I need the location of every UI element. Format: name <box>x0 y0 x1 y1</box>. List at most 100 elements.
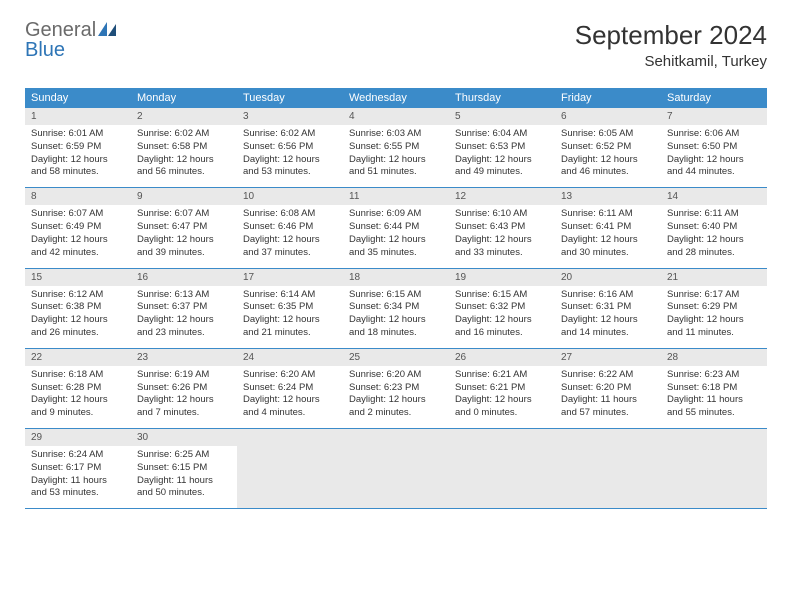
sunset-text: Sunset: 6:58 PM <box>137 141 231 154</box>
sunrise-text: Sunrise: 6:12 AM <box>31 289 125 302</box>
daylight-line2: and 46 minutes. <box>561 166 655 179</box>
day-cell: 26Sunrise: 6:21 AMSunset: 6:21 PMDayligh… <box>449 348 555 428</box>
daylight-line2: and 42 minutes. <box>31 247 125 260</box>
sunrise-text: Sunrise: 6:15 AM <box>349 289 443 302</box>
day-body: Sunrise: 6:04 AMSunset: 6:53 PMDaylight:… <box>449 125 555 187</box>
day-body: Sunrise: 6:10 AMSunset: 6:43 PMDaylight:… <box>449 205 555 267</box>
brand-line1: General <box>25 20 96 40</box>
daylight-line1: Daylight: 12 hours <box>455 394 549 407</box>
daylight-line2: and 7 minutes. <box>137 407 231 420</box>
day-body: Sunrise: 6:09 AMSunset: 6:44 PMDaylight:… <box>343 205 449 267</box>
day-body: Sunrise: 6:17 AMSunset: 6:29 PMDaylight:… <box>661 286 767 348</box>
day-number: 17 <box>237 269 343 286</box>
day-body: Sunrise: 6:19 AMSunset: 6:26 PMDaylight:… <box>131 366 237 428</box>
week-row: 29Sunrise: 6:24 AMSunset: 6:17 PMDayligh… <box>25 429 767 509</box>
daylight-line2: and 37 minutes. <box>243 247 337 260</box>
daylight-line2: and 49 minutes. <box>455 166 549 179</box>
sunset-text: Sunset: 6:47 PM <box>137 221 231 234</box>
sunrise-text: Sunrise: 6:13 AM <box>137 289 231 302</box>
day-number: 21 <box>661 269 767 286</box>
day-cell: 21Sunrise: 6:17 AMSunset: 6:29 PMDayligh… <box>661 268 767 348</box>
day-cell: 8Sunrise: 6:07 AMSunset: 6:49 PMDaylight… <box>25 188 131 268</box>
day-cell: 18Sunrise: 6:15 AMSunset: 6:34 PMDayligh… <box>343 268 449 348</box>
day-number-empty <box>237 429 343 446</box>
sunset-text: Sunset: 6:24 PM <box>243 382 337 395</box>
sunset-text: Sunset: 6:32 PM <box>455 301 549 314</box>
day-number: 24 <box>237 349 343 366</box>
daylight-line2: and 30 minutes. <box>561 247 655 260</box>
day-cell <box>661 429 767 509</box>
day-body: Sunrise: 6:02 AMSunset: 6:56 PMDaylight:… <box>237 125 343 187</box>
day-cell: 5Sunrise: 6:04 AMSunset: 6:53 PMDaylight… <box>449 108 555 188</box>
day-cell: 22Sunrise: 6:18 AMSunset: 6:28 PMDayligh… <box>25 348 131 428</box>
day-cell <box>237 429 343 509</box>
daylight-line1: Daylight: 12 hours <box>137 314 231 327</box>
day-number: 3 <box>237 108 343 125</box>
daylight-line2: and 56 minutes. <box>137 166 231 179</box>
day-number: 2 <box>131 108 237 125</box>
day-number: 20 <box>555 269 661 286</box>
sunrise-text: Sunrise: 6:24 AM <box>31 449 125 462</box>
day-body-empty <box>237 446 343 508</box>
day-number: 22 <box>25 349 131 366</box>
sunset-text: Sunset: 6:18 PM <box>667 382 761 395</box>
daylight-line1: Daylight: 12 hours <box>243 154 337 167</box>
day-body: Sunrise: 6:25 AMSunset: 6:15 PMDaylight:… <box>131 446 237 508</box>
sail-icon <box>98 22 116 36</box>
sunrise-text: Sunrise: 6:11 AM <box>561 208 655 221</box>
day-cell: 27Sunrise: 6:22 AMSunset: 6:20 PMDayligh… <box>555 348 661 428</box>
sunrise-text: Sunrise: 6:14 AM <box>243 289 337 302</box>
title-block: September 2024 Sehitkamil, Turkey <box>575 20 767 70</box>
day-cell: 1Sunrise: 6:01 AMSunset: 6:59 PMDaylight… <box>25 108 131 188</box>
dow-thursday: Thursday <box>449 88 555 108</box>
sunset-text: Sunset: 6:26 PM <box>137 382 231 395</box>
day-body: Sunrise: 6:14 AMSunset: 6:35 PMDaylight:… <box>237 286 343 348</box>
day-number: 15 <box>25 269 131 286</box>
dow-saturday: Saturday <box>661 88 767 108</box>
sunset-text: Sunset: 6:23 PM <box>349 382 443 395</box>
sunset-text: Sunset: 6:41 PM <box>561 221 655 234</box>
day-cell: 24Sunrise: 6:20 AMSunset: 6:24 PMDayligh… <box>237 348 343 428</box>
day-body: Sunrise: 6:20 AMSunset: 6:23 PMDaylight:… <box>343 366 449 428</box>
daylight-line1: Daylight: 12 hours <box>243 314 337 327</box>
day-body-empty <box>661 446 767 508</box>
daylight-line1: Daylight: 12 hours <box>455 314 549 327</box>
daylight-line2: and 44 minutes. <box>667 166 761 179</box>
day-number: 27 <box>555 349 661 366</box>
day-cell: 19Sunrise: 6:15 AMSunset: 6:32 PMDayligh… <box>449 268 555 348</box>
daylight-line2: and 23 minutes. <box>137 327 231 340</box>
daylight-line1: Daylight: 12 hours <box>31 154 125 167</box>
day-number-empty <box>555 429 661 446</box>
location-label: Sehitkamil, Turkey <box>575 53 767 70</box>
daylight-line2: and 26 minutes. <box>31 327 125 340</box>
day-cell: 29Sunrise: 6:24 AMSunset: 6:17 PMDayligh… <box>25 429 131 509</box>
day-cell: 15Sunrise: 6:12 AMSunset: 6:38 PMDayligh… <box>25 268 131 348</box>
sunset-text: Sunset: 6:52 PM <box>561 141 655 154</box>
day-body: Sunrise: 6:12 AMSunset: 6:38 PMDaylight:… <box>25 286 131 348</box>
day-number: 23 <box>131 349 237 366</box>
daylight-line1: Daylight: 11 hours <box>137 475 231 488</box>
sunset-text: Sunset: 6:55 PM <box>349 141 443 154</box>
sunset-text: Sunset: 6:35 PM <box>243 301 337 314</box>
daylight-line2: and 11 minutes. <box>667 327 761 340</box>
daylight-line2: and 21 minutes. <box>243 327 337 340</box>
day-number-empty <box>343 429 449 446</box>
day-cell: 17Sunrise: 6:14 AMSunset: 6:35 PMDayligh… <box>237 268 343 348</box>
day-body: Sunrise: 6:21 AMSunset: 6:21 PMDaylight:… <box>449 366 555 428</box>
daylight-line1: Daylight: 12 hours <box>349 394 443 407</box>
sunrise-text: Sunrise: 6:16 AM <box>561 289 655 302</box>
day-cell: 3Sunrise: 6:02 AMSunset: 6:56 PMDaylight… <box>237 108 343 188</box>
daylight-line1: Daylight: 12 hours <box>137 394 231 407</box>
days-of-week-row: Sunday Monday Tuesday Wednesday Thursday… <box>25 88 767 108</box>
daylight-line2: and 53 minutes. <box>243 166 337 179</box>
sunrise-text: Sunrise: 6:22 AM <box>561 369 655 382</box>
day-cell: 4Sunrise: 6:03 AMSunset: 6:55 PMDaylight… <box>343 108 449 188</box>
sunset-text: Sunset: 6:34 PM <box>349 301 443 314</box>
sunrise-text: Sunrise: 6:05 AM <box>561 128 655 141</box>
sunset-text: Sunset: 6:28 PM <box>31 382 125 395</box>
day-body: Sunrise: 6:03 AMSunset: 6:55 PMDaylight:… <box>343 125 449 187</box>
daylight-line1: Daylight: 11 hours <box>667 394 761 407</box>
brand-text: General Blue <box>25 20 96 60</box>
dow-wednesday: Wednesday <box>343 88 449 108</box>
day-number: 25 <box>343 349 449 366</box>
